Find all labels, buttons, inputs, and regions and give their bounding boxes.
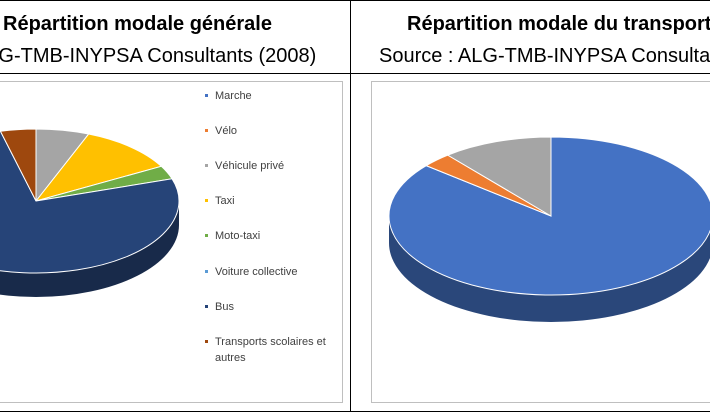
legend-label: Véhicule privé xyxy=(215,160,285,172)
legend-swatch xyxy=(205,164,208,167)
left-pie-slice-6 xyxy=(0,130,180,274)
legend-label: Bus xyxy=(215,301,234,313)
legend-swatch xyxy=(205,94,208,97)
right-pie-slice-2 xyxy=(446,136,552,217)
left-pie-slice-7 xyxy=(0,128,37,202)
right-panel-header: Répartition modale du transport Source :… xyxy=(351,1,710,74)
right-panel: Répartition modale du transport Source :… xyxy=(350,0,710,412)
legend-label: Moto-taxi xyxy=(215,230,261,242)
right-pie-slice-0 xyxy=(388,136,710,296)
legend-swatch xyxy=(205,270,208,273)
legend-swatch xyxy=(205,340,208,343)
legend-label: Taxi xyxy=(215,195,235,207)
legend-swatch xyxy=(205,305,208,308)
left-chart-area: Marche Vélo Véhicule privé Taxi Moto-taxi Voi… xyxy=(0,81,343,403)
legend-label: Voiture collective xyxy=(215,266,298,278)
left-chart-source: Source : ALG-TMB-INYPSA Consultants (200… xyxy=(0,45,317,67)
left-panel-header: Répartition modale générale Source : ALG… xyxy=(0,1,351,74)
legend-swatch xyxy=(205,234,208,237)
legend-swatch xyxy=(205,199,208,202)
right-chart-area xyxy=(371,81,710,403)
legend-swatch xyxy=(205,129,208,132)
left-chart-title: Répartition modale générale xyxy=(3,13,272,35)
legend-label: Vélo xyxy=(215,125,238,137)
left-panel: Répartition modale générale Source : ALG… xyxy=(0,0,352,412)
legend-label: Transports scolaires et autres xyxy=(215,336,326,364)
left-pie-slice-3 xyxy=(34,133,163,202)
right-chart-source: Source : ALG-TMB-INYPSA Consultants xyxy=(379,45,710,67)
right-chart-title: Répartition modale du transport xyxy=(407,13,710,35)
right-pie-slice-side-0 xyxy=(389,216,710,322)
legend-label: Marche xyxy=(215,90,252,102)
right-pie-chart xyxy=(388,136,710,322)
left-pie-chart xyxy=(0,128,180,297)
